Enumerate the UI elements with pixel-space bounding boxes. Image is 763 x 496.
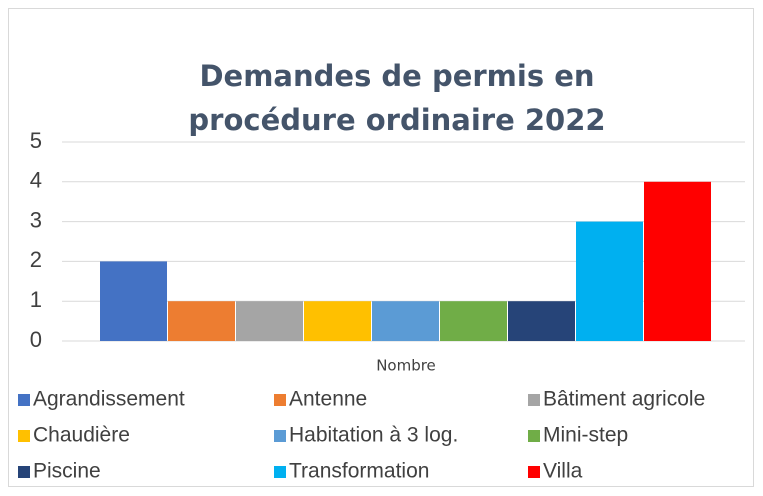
bar xyxy=(100,261,167,341)
bar xyxy=(508,301,575,341)
legend-label: Antenne xyxy=(289,388,367,411)
legend-label: Villa xyxy=(543,460,583,483)
bar xyxy=(576,221,643,341)
bar xyxy=(372,301,439,341)
x-tick-label: Nombre xyxy=(376,357,436,375)
legend-label: Habitation à 3 log. xyxy=(289,424,458,447)
y-tick-label: 4 xyxy=(30,168,42,193)
legend-swatch xyxy=(528,394,540,406)
y-tick-label: 2 xyxy=(30,247,42,272)
legend-label: Agrandissement xyxy=(33,388,185,411)
y-tick-label: 1 xyxy=(30,287,42,312)
legend-swatch xyxy=(528,466,540,478)
legend-label: Bâtiment agricole xyxy=(543,388,705,411)
legend-label: Transformation xyxy=(289,460,429,483)
legend-swatch xyxy=(274,430,286,442)
legend-swatch xyxy=(528,430,540,442)
chart-title: Demandes de permis en procédure ordinair… xyxy=(188,59,606,137)
y-tick-label: 0 xyxy=(30,327,42,352)
legend-swatch xyxy=(18,466,30,478)
bar xyxy=(440,301,507,341)
y-tick-label: 3 xyxy=(30,207,42,232)
y-tick-label: 5 xyxy=(30,128,42,153)
bar xyxy=(168,301,235,341)
legend-label: Chaudière xyxy=(33,424,130,447)
legend-swatch xyxy=(18,430,30,442)
legend-label: Piscine xyxy=(33,460,101,483)
chart-frame xyxy=(8,8,754,487)
legend-swatch xyxy=(274,394,286,406)
bar xyxy=(236,301,303,341)
legend-swatch xyxy=(274,466,286,478)
legend-label: Mini-step xyxy=(543,424,628,447)
bar xyxy=(644,181,711,341)
bar xyxy=(304,301,371,341)
legend-swatch xyxy=(18,394,30,406)
